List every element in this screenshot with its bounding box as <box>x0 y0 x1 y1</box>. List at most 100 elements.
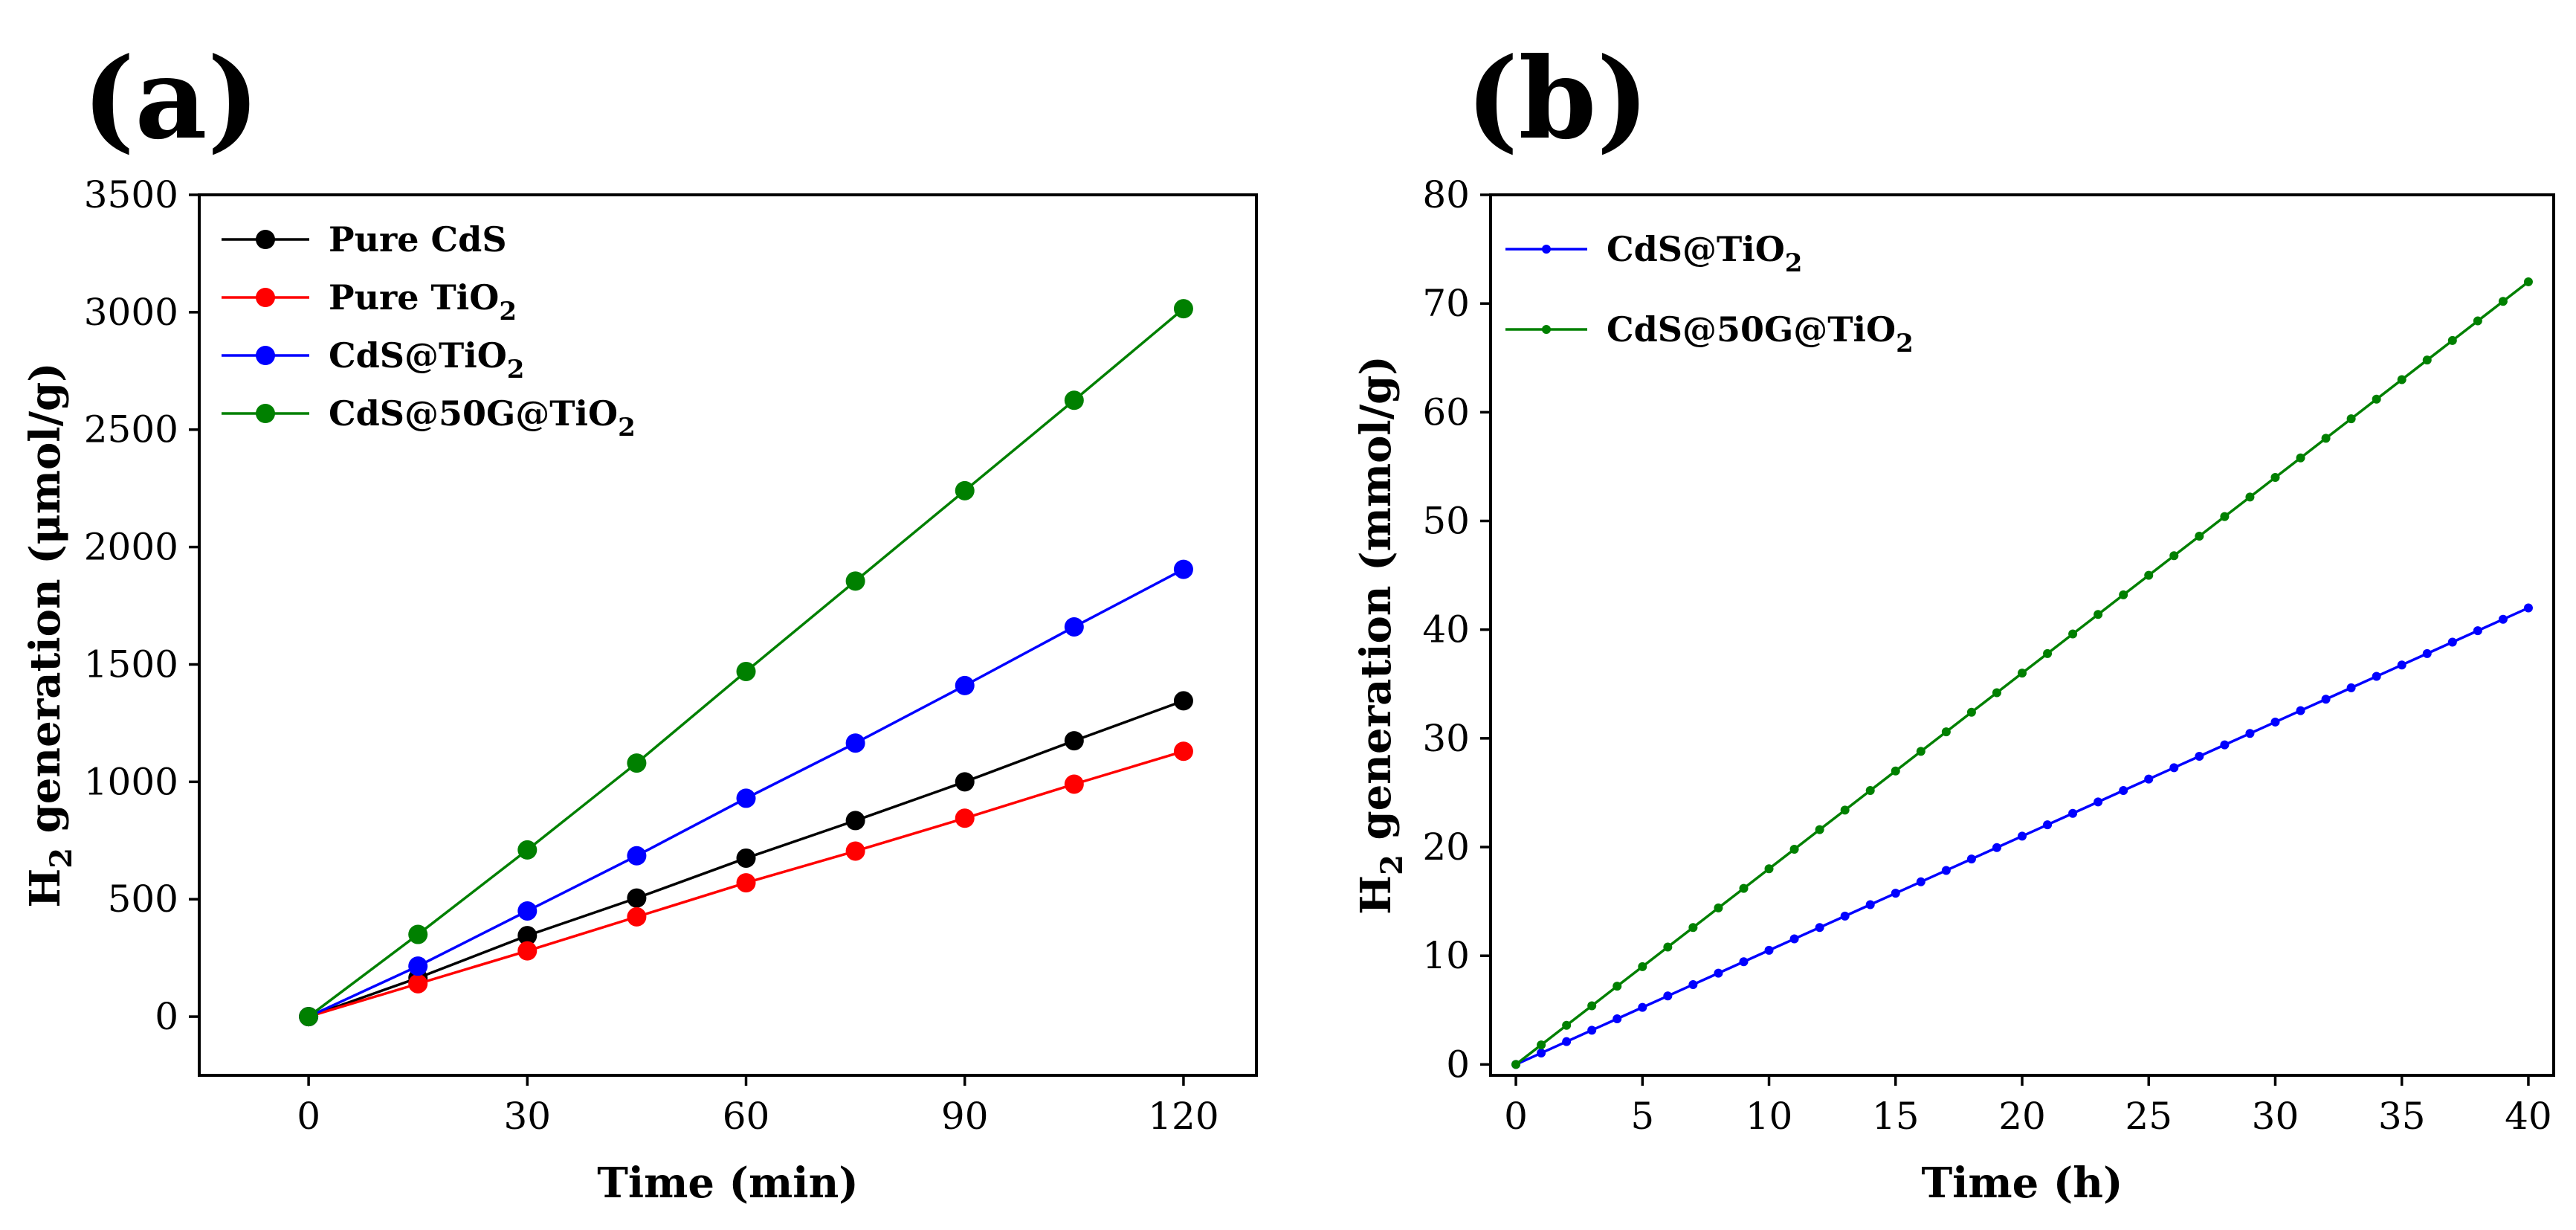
data-point <box>2296 706 2305 715</box>
x-tick-label: 0 <box>1504 1095 1528 1138</box>
data-point <box>517 901 538 921</box>
data-point <box>1714 968 1723 978</box>
y-tick-label: 3500 <box>84 173 178 216</box>
data-point <box>1064 390 1084 410</box>
y-tick-label: 40 <box>1422 608 1470 651</box>
panel-label: (a) <box>82 33 259 164</box>
y-tick-label: 10 <box>1422 934 1470 977</box>
x-tick-label: 30 <box>503 1095 551 1138</box>
data-point <box>299 1007 319 1027</box>
y-tick-label: 60 <box>1422 390 1470 434</box>
data-point <box>2397 660 2406 670</box>
panel-label: (b) <box>1466 33 1650 164</box>
data-point <box>2169 551 2179 561</box>
data-point <box>1815 923 1824 933</box>
y-axis-title: H2 generation (mmol/g) <box>1352 355 1410 915</box>
y-axis-title-subscript: 2 <box>1375 854 1410 875</box>
data-point <box>1537 1040 1546 1050</box>
data-point <box>2144 774 2154 784</box>
data-point <box>1789 934 1799 944</box>
data-point <box>1891 766 1900 776</box>
legend-label: CdS@TiO2 <box>1607 229 1802 278</box>
data-point <box>2043 820 2053 830</box>
data-point <box>955 808 975 828</box>
data-point <box>2220 740 2230 750</box>
legend-label: CdS@TiO2 <box>329 335 524 384</box>
data-point <box>1865 786 1875 796</box>
data-point <box>2270 473 2280 483</box>
y-axis-title-rest: generation (μmol/g) <box>21 362 70 848</box>
x-tick-label: 0 <box>297 1095 320 1138</box>
legend-marker <box>256 288 275 307</box>
data-point <box>1173 559 1193 579</box>
data-point <box>517 840 538 860</box>
data-point <box>1941 727 1951 737</box>
legend-marker <box>1542 325 1551 334</box>
data-point <box>2245 729 2255 738</box>
data-point <box>517 941 538 961</box>
data-point <box>1688 979 1698 989</box>
data-point <box>1764 945 1774 955</box>
data-point <box>736 848 756 868</box>
data-point <box>2169 763 2179 773</box>
data-point <box>1966 707 1976 717</box>
data-point <box>1916 747 1925 756</box>
data-point <box>2018 831 2027 841</box>
data-point <box>736 788 756 808</box>
y-tick-label: 50 <box>1422 500 1470 543</box>
data-point <box>1562 1020 1572 1030</box>
data-point <box>1663 942 1673 952</box>
data-point <box>955 480 975 500</box>
data-point <box>1638 1002 1647 1012</box>
data-point <box>1537 1049 1546 1058</box>
x-axis-title: Time (min) <box>597 1159 859 1208</box>
data-point <box>2498 614 2508 624</box>
x-tick-label: 5 <box>1630 1095 1654 1138</box>
legend-marker <box>256 230 275 249</box>
x-tick-label: 20 <box>1998 1095 2046 1138</box>
y-tick-label: 30 <box>1422 717 1470 760</box>
data-point <box>2523 277 2533 286</box>
data-point <box>2245 492 2255 502</box>
data-point <box>2195 751 2204 761</box>
data-point <box>1064 774 1084 794</box>
legend-label-subscript: 2 <box>618 413 636 442</box>
data-point <box>2447 637 2457 647</box>
data-point <box>955 675 975 695</box>
x-tick-label: 120 <box>1148 1095 1218 1138</box>
x-tick-label: 60 <box>723 1095 770 1138</box>
y-tick-label: 500 <box>108 878 178 921</box>
data-point <box>1764 864 1774 874</box>
data-point <box>736 873 756 893</box>
data-point <box>1941 866 1951 875</box>
data-point <box>955 772 975 792</box>
data-point <box>1511 1060 1521 1069</box>
data-point <box>2220 512 2230 521</box>
data-point <box>1966 854 1976 864</box>
data-point <box>2523 603 2533 613</box>
data-point <box>1840 805 1850 815</box>
data-point <box>1064 731 1084 751</box>
data-point <box>2119 590 2128 599</box>
data-point <box>736 661 756 681</box>
legend-label-main: Pure TiO <box>329 277 499 318</box>
data-point <box>1992 843 2001 852</box>
data-point <box>2068 808 2078 818</box>
data-point <box>1916 877 1925 886</box>
y-tick-label: 1000 <box>84 760 178 803</box>
data-point <box>1840 911 1850 921</box>
data-point <box>408 973 428 994</box>
legend-marker <box>256 346 275 365</box>
data-point <box>1613 982 1622 991</box>
data-point <box>1613 1014 1622 1023</box>
legend-label-main: CdS@50G@TiO <box>329 393 618 434</box>
y-tick-label: 3000 <box>84 291 178 334</box>
data-point <box>517 926 538 946</box>
data-point <box>2270 717 2280 727</box>
data-point <box>2119 786 2128 796</box>
data-point <box>2473 626 2482 636</box>
y-tick-label: 70 <box>1422 282 1470 325</box>
x-tick-label: 90 <box>941 1095 989 1138</box>
legend-label-main: Pure CdS <box>329 219 507 260</box>
data-point <box>2447 335 2457 345</box>
